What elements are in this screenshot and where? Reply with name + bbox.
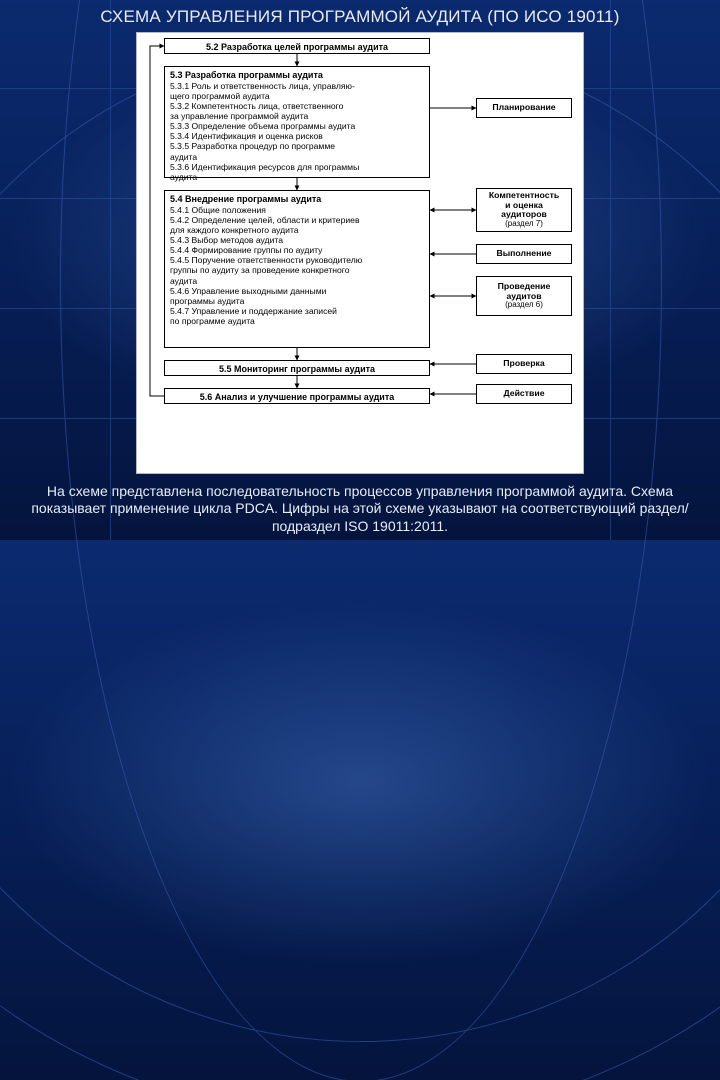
flow-box-b53: 5.3 Разработка программы аудита5.3.1 Рол… xyxy=(164,66,430,178)
pdca-box-r_act: Действие xyxy=(476,384,572,404)
pdca-box-r_comp: Компетентностьи оценкааудиторов(раздел 7… xyxy=(476,188,572,232)
slide-caption: На схеме представлена последовательность… xyxy=(24,483,696,536)
pdca-box-r_plan: Планирование xyxy=(476,98,572,118)
slide-title: СХЕМА УПРАВЛЕНИЯ ПРОГРАММОЙ АУДИТА (ПО И… xyxy=(0,7,720,27)
audit-flowchart: 5.2 Разработка целей программы аудита 5.3… xyxy=(136,32,584,474)
pdca-box-r_audit: Проведениеаудитов(раздел 6) xyxy=(476,276,572,316)
flow-box-b55: 5.5 Мониторинг программы аудита xyxy=(164,360,430,376)
flow-box-b54: 5.4 Внедрение программы аудита5.4.1 Общи… xyxy=(164,190,430,348)
pdca-box-r_exec: Выполнение xyxy=(476,244,572,264)
flow-box-b56: 5.6 Анализ и улучшение программы аудита xyxy=(164,388,430,404)
pdca-box-r_check: Проверка xyxy=(476,354,572,374)
flow-box-b52: 5.2 Разработка целей программы аудита xyxy=(164,38,430,54)
